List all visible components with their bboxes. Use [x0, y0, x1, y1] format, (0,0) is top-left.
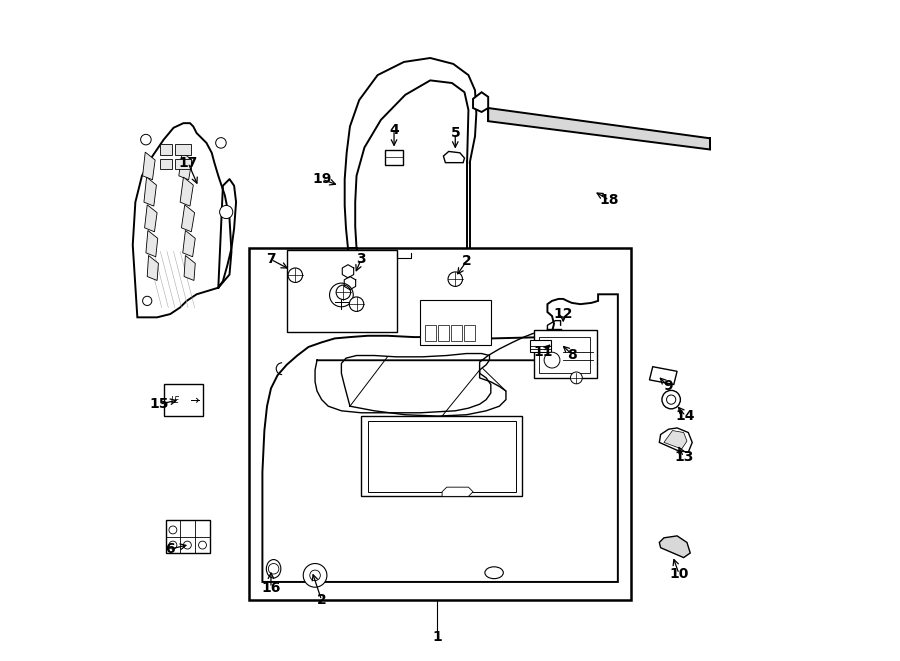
Text: 11: 11: [533, 344, 553, 358]
Text: 1: 1: [432, 629, 442, 644]
Bar: [175, 159, 191, 169]
Circle shape: [169, 526, 176, 534]
Polygon shape: [650, 367, 677, 385]
Text: 13: 13: [674, 450, 693, 464]
Bar: [420, 300, 491, 345]
Bar: [438, 325, 449, 341]
Polygon shape: [660, 536, 690, 558]
Circle shape: [199, 541, 206, 549]
Polygon shape: [442, 487, 473, 496]
Circle shape: [268, 564, 279, 574]
Circle shape: [349, 297, 364, 311]
Circle shape: [142, 296, 152, 305]
Bar: [249, 249, 631, 600]
Polygon shape: [132, 123, 231, 317]
Text: 2: 2: [462, 254, 472, 268]
Polygon shape: [145, 205, 158, 232]
Circle shape: [662, 391, 680, 408]
Bar: [385, 150, 402, 165]
Text: 4: 4: [389, 123, 399, 137]
Text: LE: LE: [170, 396, 179, 405]
Circle shape: [140, 134, 151, 145]
Bar: [361, 416, 522, 496]
Text: 10: 10: [670, 567, 688, 581]
Text: 2: 2: [317, 594, 327, 607]
Text: 18: 18: [599, 193, 619, 207]
Bar: [287, 250, 397, 332]
Bar: [425, 325, 436, 341]
Circle shape: [544, 352, 560, 368]
Polygon shape: [148, 255, 158, 280]
Polygon shape: [179, 152, 192, 180]
Polygon shape: [488, 108, 710, 149]
Circle shape: [220, 206, 233, 219]
Text: 7: 7: [266, 253, 275, 266]
Circle shape: [184, 541, 192, 549]
Polygon shape: [182, 205, 194, 232]
Polygon shape: [444, 151, 464, 163]
Circle shape: [288, 268, 302, 282]
Text: 19: 19: [312, 172, 331, 186]
Bar: [160, 144, 172, 155]
Polygon shape: [473, 93, 488, 112]
Polygon shape: [183, 231, 195, 256]
Text: 15: 15: [149, 397, 169, 411]
Circle shape: [571, 372, 582, 384]
Text: 16: 16: [261, 581, 281, 595]
Ellipse shape: [266, 560, 281, 578]
Bar: [451, 325, 462, 341]
Text: 9: 9: [663, 379, 673, 393]
Text: 5: 5: [450, 126, 460, 140]
Circle shape: [216, 137, 226, 148]
Circle shape: [303, 564, 327, 587]
Text: 3: 3: [356, 253, 366, 266]
Bar: [539, 337, 590, 373]
Circle shape: [169, 541, 176, 549]
Polygon shape: [263, 294, 617, 582]
Text: 8: 8: [568, 348, 577, 362]
Bar: [530, 340, 552, 352]
Circle shape: [667, 395, 676, 405]
Bar: [160, 159, 172, 169]
Circle shape: [310, 570, 320, 580]
Bar: [464, 325, 475, 341]
Text: 17: 17: [178, 155, 198, 170]
Bar: [166, 520, 210, 553]
Text: 6: 6: [166, 542, 176, 556]
Polygon shape: [180, 177, 194, 206]
Text: 12: 12: [554, 307, 573, 321]
Polygon shape: [184, 255, 195, 280]
Text: 14: 14: [676, 409, 696, 423]
Circle shape: [448, 272, 463, 286]
Polygon shape: [144, 177, 157, 206]
Polygon shape: [142, 152, 155, 180]
Bar: [175, 144, 191, 155]
Polygon shape: [664, 430, 687, 449]
Bar: [368, 420, 516, 492]
Ellipse shape: [485, 566, 503, 578]
Polygon shape: [146, 231, 158, 256]
Bar: [535, 330, 597, 378]
Polygon shape: [660, 428, 692, 452]
Circle shape: [329, 283, 353, 307]
Bar: [164, 385, 203, 416]
Circle shape: [336, 285, 351, 299]
